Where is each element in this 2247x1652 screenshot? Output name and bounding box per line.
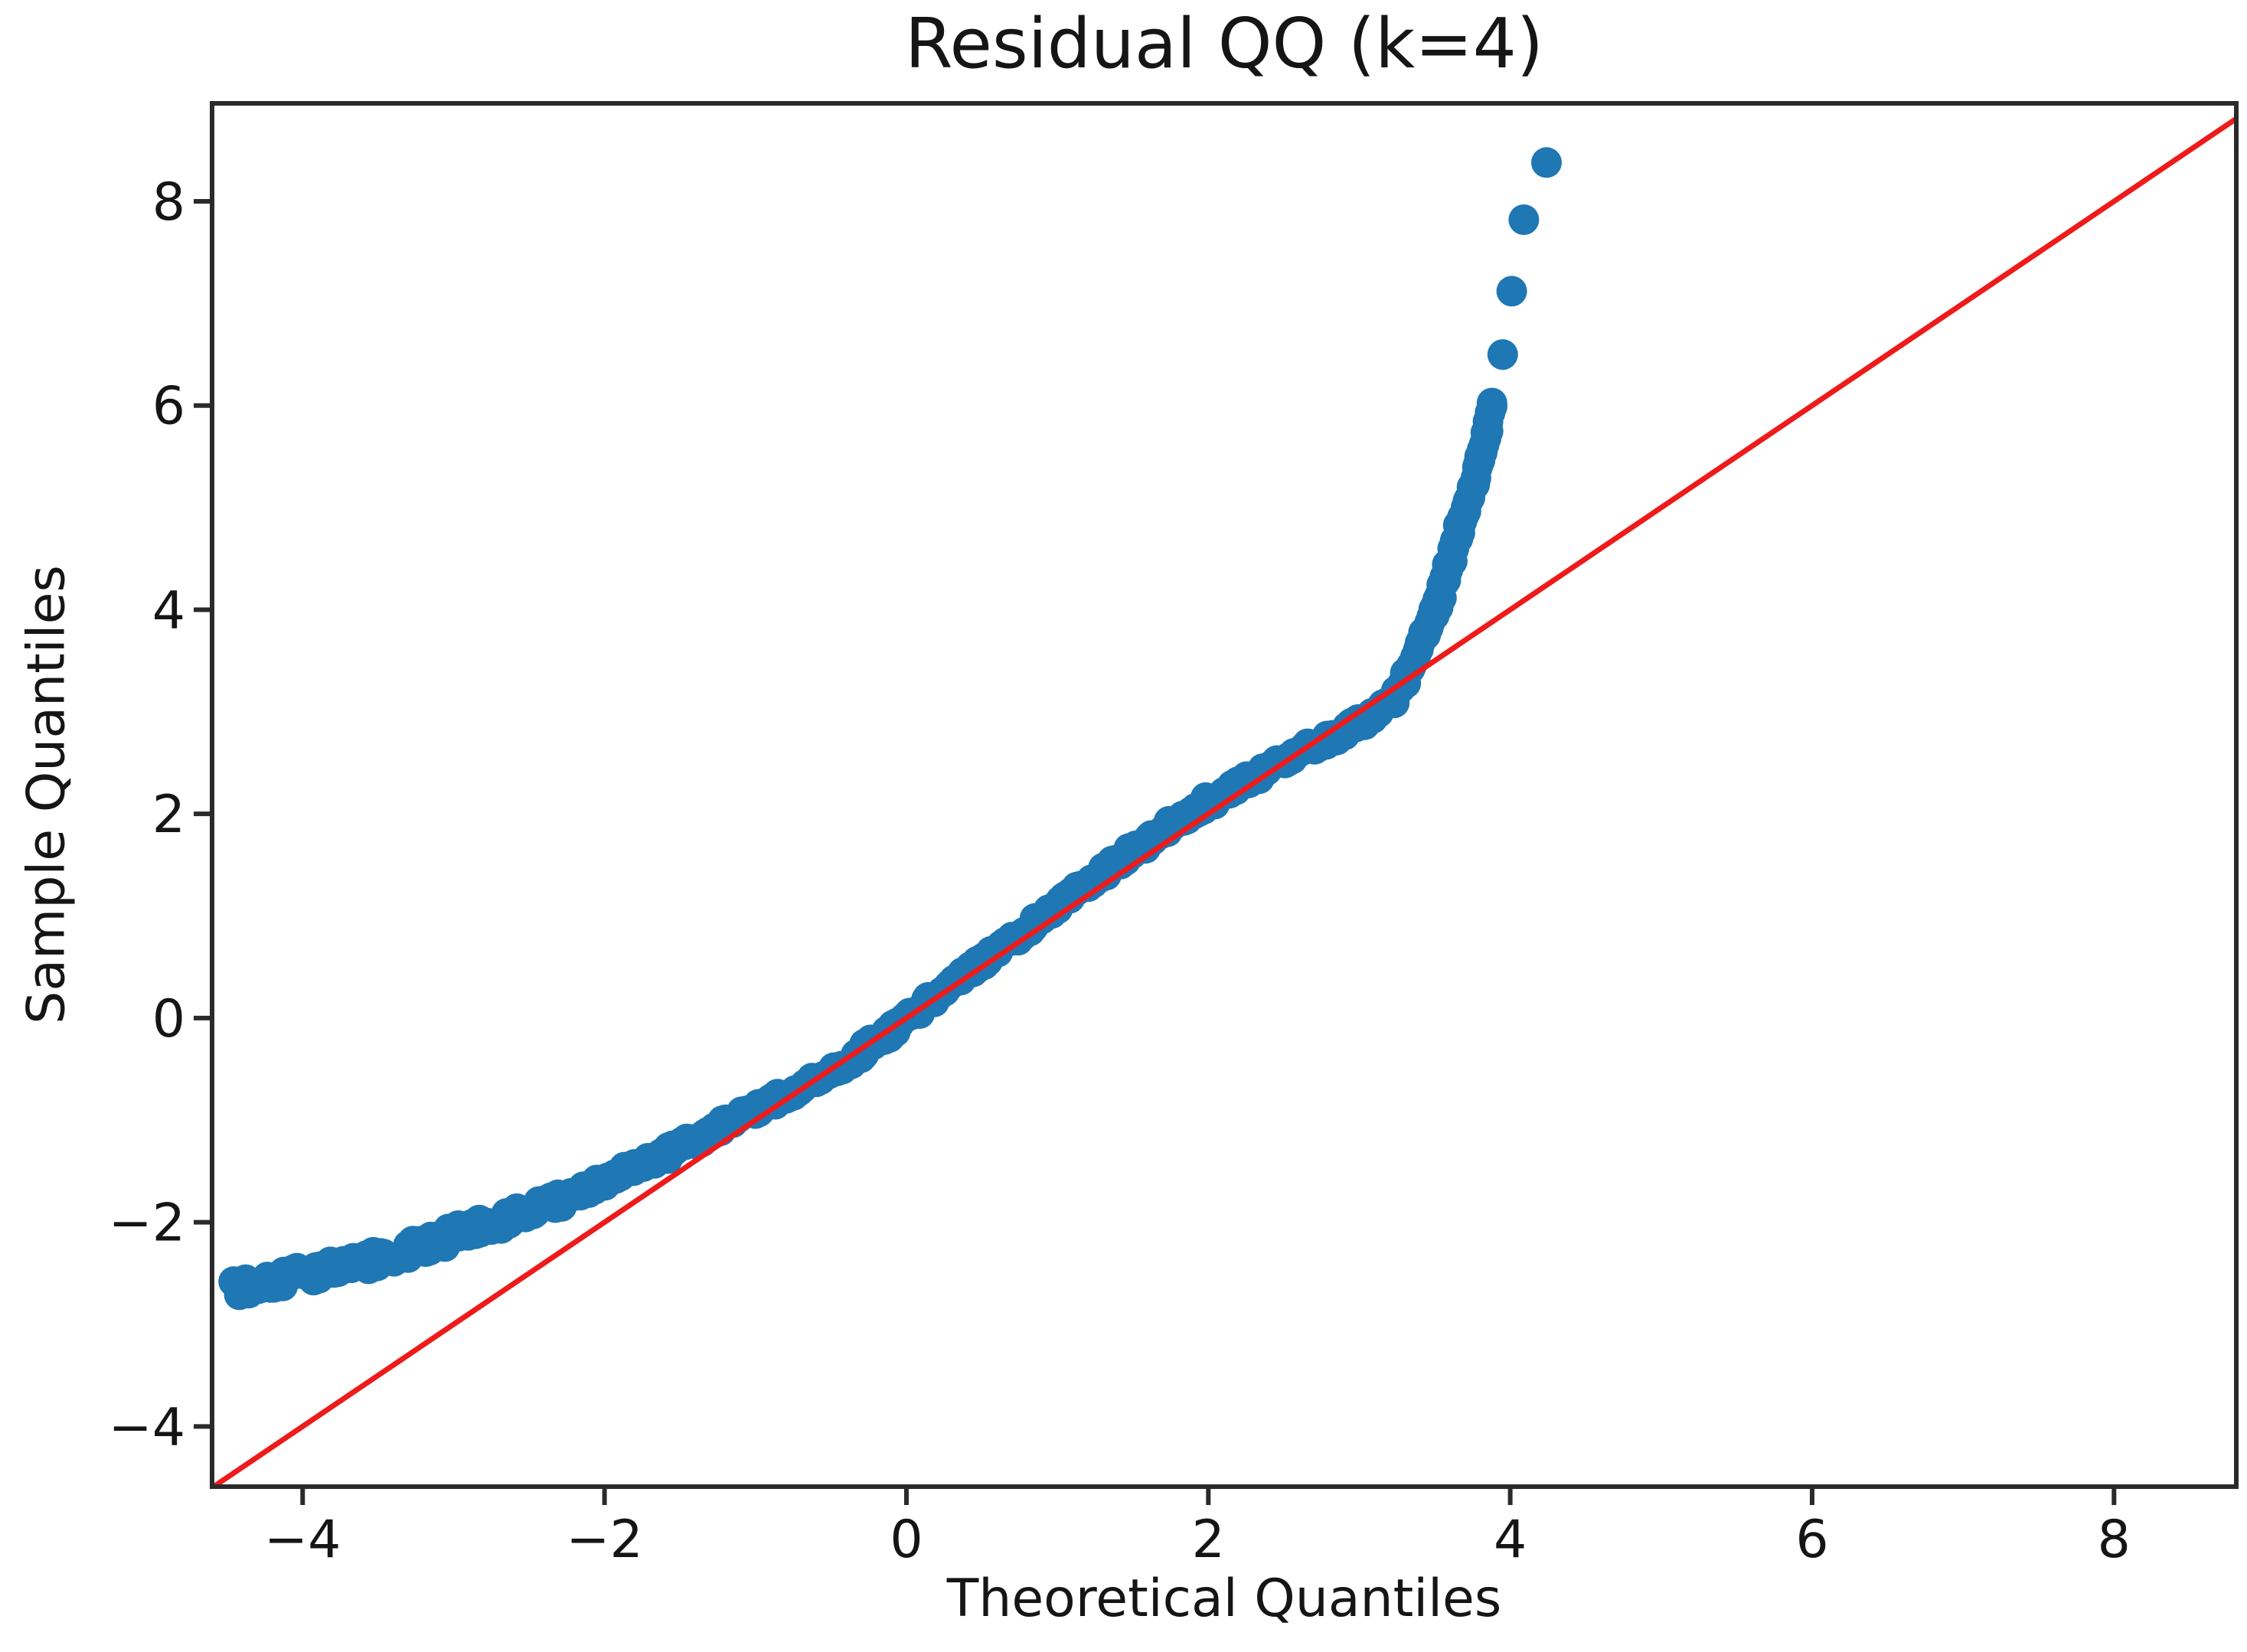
y-tick-label: 2: [152, 785, 185, 845]
outlier-point: [1508, 204, 1540, 235]
y-tick-label: 6: [152, 377, 185, 437]
scatter-point: [1477, 391, 1507, 422]
x-tick-label: −2: [567, 1510, 643, 1570]
x-tick-label: 8: [2098, 1510, 2131, 1570]
x-tick-label: −4: [264, 1510, 341, 1570]
x-axis-label: Theoretical Quantiles: [946, 1569, 1502, 1629]
y-tick-label: −4: [109, 1397, 185, 1458]
outlier-point: [1487, 339, 1518, 371]
y-axis-label: Sample Quantiles: [16, 565, 77, 1024]
chart-title: Residual QQ (k=4): [905, 4, 1543, 84]
y-tick-label: 8: [152, 172, 185, 233]
y-tick-label: 0: [152, 989, 185, 1050]
x-tick-label: 4: [1494, 1510, 1527, 1570]
plot-frame: [210, 101, 2239, 1489]
outlier-point: [1531, 147, 1562, 178]
reference-line: [212, 116, 2238, 1489]
x-tick-label: 2: [1192, 1510, 1225, 1570]
outlier-point: [1496, 276, 1527, 307]
x-tick-label: 6: [1795, 1510, 1828, 1570]
y-tick-label: 4: [152, 580, 185, 641]
x-tick-label: 0: [890, 1510, 923, 1570]
y-tick-label: −2: [109, 1193, 185, 1254]
